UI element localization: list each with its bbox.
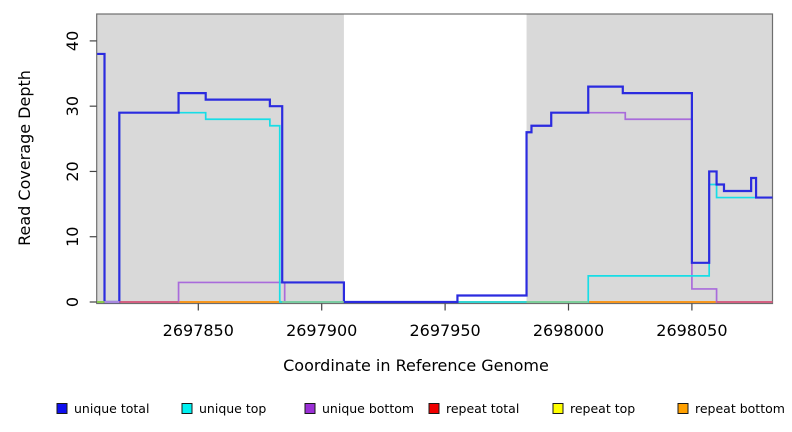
- x-axis: 2697850 2697900 2697950 2698000 2698050: [163, 303, 728, 340]
- x-tick-label: 2698000: [533, 321, 604, 340]
- legend-item-unique-total: unique total: [56, 401, 149, 416]
- legend-label: unique top: [199, 401, 266, 416]
- y-tick-label: 20: [63, 161, 82, 181]
- shaded-region-1: [526, 14, 773, 304]
- legend: unique total unique top unique bottom repea…: [56, 401, 785, 416]
- legend-item-repeat-total: repeat total: [428, 401, 519, 416]
- shaded-regions: [97, 14, 773, 304]
- series-lines: [97, 52, 773, 304]
- legend-item-unique-top: unique top: [181, 401, 266, 416]
- legend-label: unique total: [74, 401, 149, 416]
- legend-swatch: [552, 403, 564, 414]
- legend-swatch: [181, 403, 193, 414]
- legend-swatch: [428, 403, 440, 414]
- legend-label: unique bottom: [322, 401, 414, 416]
- x-tick-label: 2698050: [656, 321, 727, 340]
- legend-swatch: [56, 403, 68, 414]
- y-tick-label: 0: [63, 297, 82, 307]
- y-tick-label: 10: [63, 227, 82, 247]
- x-axis-title: Coordinate in Reference Genome: [283, 356, 549, 375]
- legend-swatch: [677, 403, 689, 414]
- plot-border: [96, 13, 774, 305]
- y-tick-label: 30: [63, 96, 82, 116]
- legend-item-repeat-bottom: repeat bottom: [677, 401, 785, 416]
- legend-swatch: [304, 403, 316, 414]
- plot-box: [96, 13, 774, 305]
- series-line-unique-total: [97, 52, 773, 304]
- y-axis-title: Read Coverage Depth: [15, 70, 34, 246]
- x-tick-label: 2697950: [409, 321, 480, 340]
- x-tick-label: 2697850: [163, 321, 234, 340]
- legend-item-repeat-top: repeat top: [552, 401, 635, 416]
- legend-label: repeat bottom: [695, 401, 785, 416]
- y-axis: 0 10 20 30 40: [63, 31, 97, 307]
- legend-item-unique-bottom: unique bottom: [304, 401, 414, 416]
- legend-label: repeat top: [570, 401, 635, 416]
- y-tick-label: 40: [63, 31, 82, 51]
- legend-label: repeat total: [446, 401, 519, 416]
- shaded-region-0: [97, 14, 344, 304]
- x-tick-label: 2697900: [286, 321, 357, 340]
